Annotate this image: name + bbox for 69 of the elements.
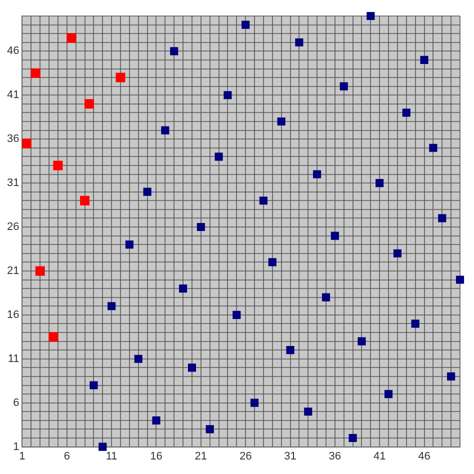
y-tick-label: 21 bbox=[6, 264, 20, 277]
y-tick-label: 16 bbox=[6, 308, 20, 321]
x-tick-label: 6 bbox=[64, 450, 70, 462]
point bbox=[402, 108, 410, 117]
point bbox=[188, 364, 196, 372]
point bbox=[322, 293, 330, 302]
point bbox=[366, 12, 375, 20]
y-tick-label: 1 bbox=[13, 440, 20, 453]
point bbox=[179, 284, 188, 293]
point bbox=[170, 47, 178, 56]
y-tick-label: 11 bbox=[8, 352, 20, 365]
point bbox=[447, 372, 456, 380]
x-tick-label: 46 bbox=[418, 450, 430, 462]
point bbox=[313, 170, 322, 178]
point bbox=[286, 346, 294, 354]
point bbox=[48, 332, 58, 342]
point bbox=[30, 68, 40, 78]
point bbox=[277, 117, 286, 126]
point bbox=[116, 72, 126, 82]
point bbox=[259, 196, 268, 205]
point bbox=[330, 232, 339, 240]
point bbox=[295, 38, 304, 46]
point bbox=[340, 82, 348, 90]
y-tick-label: 46 bbox=[6, 45, 20, 58]
y-tick-label: 6 bbox=[13, 396, 20, 409]
x-tick-label: 11 bbox=[106, 450, 118, 462]
point bbox=[224, 91, 232, 100]
point bbox=[206, 425, 214, 434]
point bbox=[84, 99, 94, 109]
point bbox=[304, 408, 312, 416]
point bbox=[66, 33, 76, 43]
point bbox=[108, 302, 116, 310]
y-tick-label: 41 bbox=[6, 89, 20, 102]
point bbox=[152, 416, 160, 424]
point bbox=[358, 337, 366, 346]
point bbox=[384, 390, 393, 398]
y-tick-label: 36 bbox=[6, 133, 20, 146]
point bbox=[376, 179, 384, 188]
point bbox=[53, 160, 63, 170]
point bbox=[161, 126, 170, 134]
point bbox=[429, 144, 438, 152]
point bbox=[98, 442, 107, 451]
point bbox=[456, 276, 464, 284]
y-tick-label: 31 bbox=[6, 177, 20, 190]
x-tick-label: 31 bbox=[284, 450, 296, 462]
x-tick-label: 26 bbox=[239, 450, 252, 462]
point bbox=[80, 196, 90, 206]
point bbox=[134, 354, 142, 363]
point bbox=[348, 434, 357, 442]
point bbox=[143, 188, 152, 196]
point bbox=[214, 152, 223, 161]
x-tick-label: 21 bbox=[194, 450, 208, 462]
x-tick-label: 41 bbox=[373, 450, 386, 462]
y-tick-label: 26 bbox=[6, 221, 20, 234]
point bbox=[268, 258, 276, 266]
x-tick-label: 16 bbox=[150, 450, 162, 462]
point bbox=[420, 56, 428, 64]
point bbox=[22, 138, 32, 148]
point bbox=[411, 320, 420, 328]
point bbox=[35, 266, 45, 276]
point bbox=[125, 240, 134, 249]
point bbox=[393, 249, 402, 258]
point bbox=[250, 398, 259, 407]
point bbox=[438, 214, 446, 222]
point bbox=[90, 381, 98, 390]
point bbox=[232, 310, 241, 319]
point bbox=[242, 20, 250, 29]
point bbox=[196, 222, 205, 232]
x-tick-label: 36 bbox=[328, 450, 342, 462]
